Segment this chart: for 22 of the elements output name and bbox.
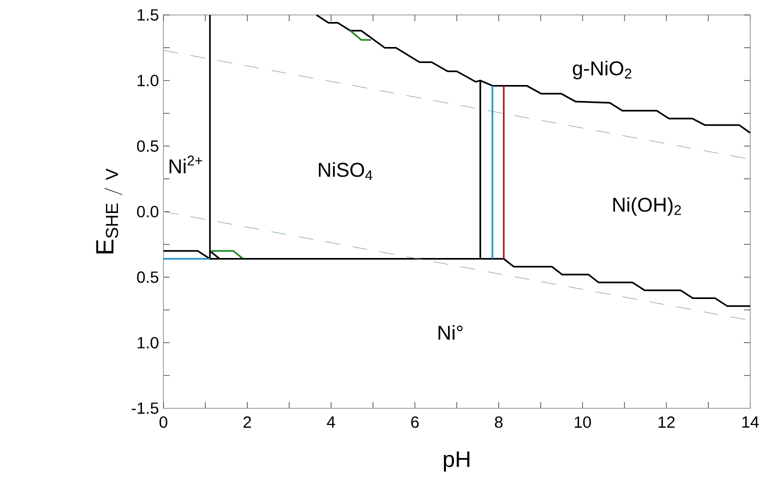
- y-tick-label: 0.0: [137, 206, 158, 218]
- annotation: Ni$^{2+}$: [170, 156, 202, 174]
- x-tick-label: 8: [494, 416, 503, 428]
- y-tick-label: 0.5: [137, 272, 158, 284]
- y-tick-label: 1.0: [138, 337, 158, 349]
- x-tick-label: 0: [160, 416, 168, 428]
- y-tick-label: 1.5: [138, 9, 158, 21]
- y-tick-label: -1.5: [132, 402, 158, 414]
- x-tick-label: 6: [411, 416, 419, 428]
- y-tick-label: 0.5: [137, 140, 158, 152]
- x-tick-label: 10: [574, 416, 591, 428]
- x-tick-label: 4: [326, 416, 336, 428]
- y-axis-title: $\mathrm{E}_{\mathrm{SHE\ /\ V}}$: [96, 168, 122, 254]
- annotation: Ni(OH)$_{2}$: [613, 197, 681, 216]
- annotation: NiSO$_{4}$: [318, 162, 372, 180]
- y-tick-label: 1.0: [138, 74, 158, 86]
- annotation: g-NiO$_{2}$: [572, 60, 632, 80]
- annotation: Ni°: [438, 325, 463, 340]
- x-axis-title: pH: [444, 452, 470, 472]
- x-tick-label: 14: [742, 416, 759, 428]
- x-tick-label: 2: [244, 416, 251, 428]
- x-tick-label: 12: [658, 416, 675, 428]
